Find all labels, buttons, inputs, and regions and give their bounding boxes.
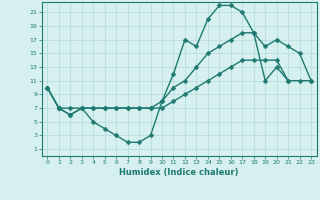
X-axis label: Humidex (Indice chaleur): Humidex (Indice chaleur): [119, 168, 239, 177]
